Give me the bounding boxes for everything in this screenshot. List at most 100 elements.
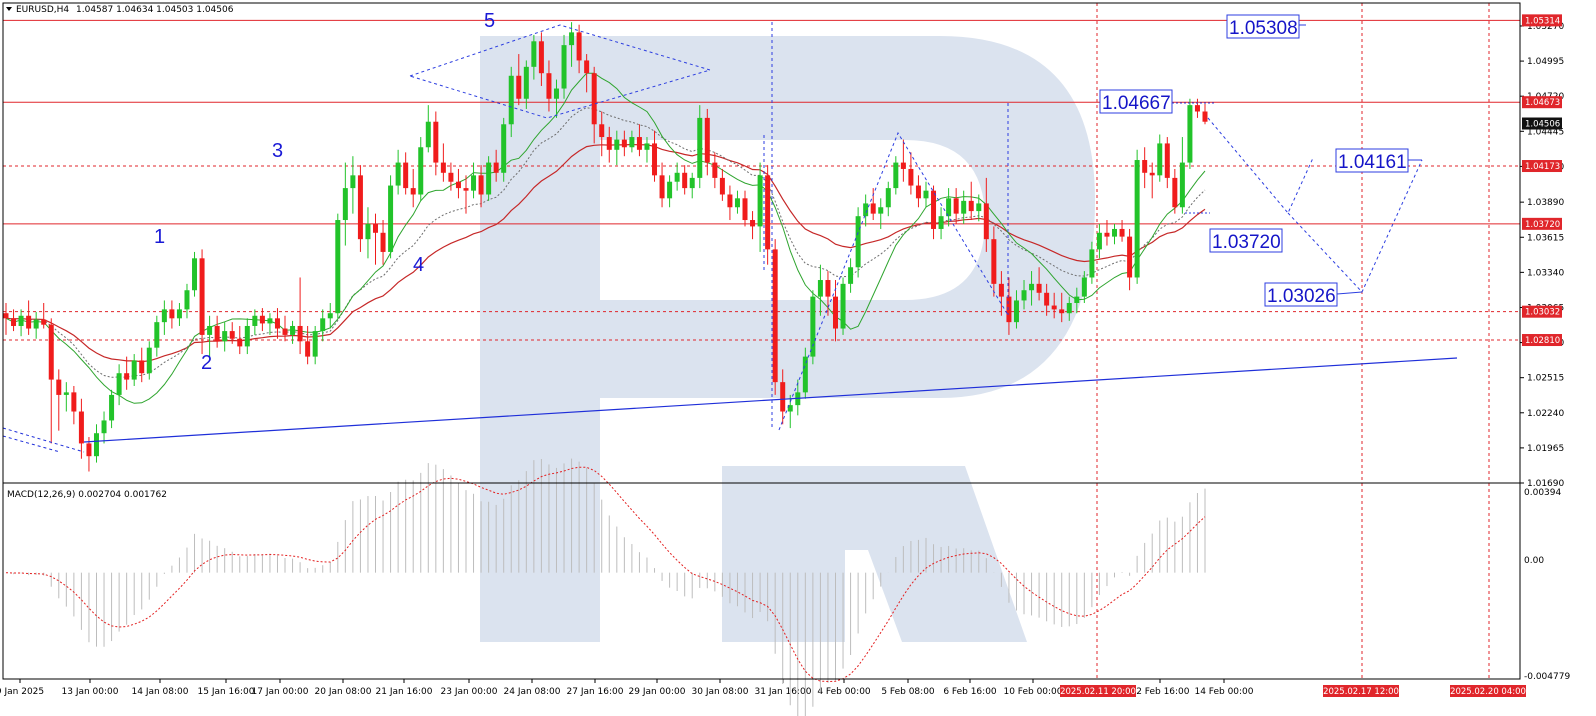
candle-body xyxy=(719,177,725,195)
candle-body xyxy=(697,117,703,178)
candle xyxy=(139,347,145,383)
time-axis-tick-label: 17 Jan 00:00 xyxy=(252,687,309,697)
candle-body xyxy=(1104,232,1110,237)
svg-text:1.04673: 1.04673 xyxy=(1525,98,1560,108)
candle-body xyxy=(11,318,17,326)
candle xyxy=(214,315,220,348)
candle-body xyxy=(508,75,514,125)
candle-body xyxy=(900,162,906,169)
candle-body xyxy=(259,315,265,324)
candle-body xyxy=(184,290,190,310)
wave-label-5: 5 xyxy=(484,10,495,32)
candle xyxy=(1089,241,1095,284)
target-box-1-05308: 1.05308 xyxy=(1226,14,1300,39)
candle-body xyxy=(599,124,605,138)
symbol-dropdown-icon[interactable] xyxy=(6,7,12,11)
candle-body xyxy=(357,175,363,240)
candle xyxy=(817,264,823,316)
candle-body xyxy=(33,319,39,329)
candle xyxy=(961,190,967,224)
candle-body xyxy=(471,175,477,191)
candle-body xyxy=(531,41,537,67)
trend-extension-left xyxy=(2,427,85,453)
time-axis-tick-label: 31 Jan 16:00 xyxy=(755,687,812,697)
candle xyxy=(48,318,54,444)
candle-body xyxy=(56,379,62,395)
candle-body xyxy=(41,319,47,325)
price-axis-tick-label: 1.02515 xyxy=(1527,374,1564,384)
candle-body xyxy=(290,325,296,335)
candle xyxy=(26,300,32,335)
candle xyxy=(86,437,92,472)
candle-body xyxy=(621,139,627,148)
candle-body xyxy=(787,405,793,412)
candle-body xyxy=(652,143,658,176)
time-axis-tick-label: 24 Jan 08:00 xyxy=(504,687,561,697)
candle xyxy=(357,165,363,252)
candle-body xyxy=(689,177,695,189)
candle-body xyxy=(750,220,756,227)
candle xyxy=(983,177,989,252)
candle xyxy=(297,277,303,355)
candle xyxy=(697,105,703,189)
candle-body xyxy=(968,200,974,212)
candle xyxy=(787,394,793,429)
candle xyxy=(855,207,861,278)
time-axis-tick-label: 29 Jan 00:00 xyxy=(629,687,686,697)
price-badge-1-05314: 1.05314 xyxy=(1522,14,1562,27)
candle xyxy=(546,60,552,112)
candle-body xyxy=(998,283,1004,297)
candle xyxy=(953,188,959,224)
candle-body xyxy=(1036,283,1042,293)
candle-body xyxy=(131,360,137,380)
candle-body xyxy=(553,88,559,99)
candle-body xyxy=(229,331,235,339)
candle-body xyxy=(674,172,680,182)
candle-body xyxy=(192,258,198,291)
target-box-1-04161: 1.04161 xyxy=(1335,148,1409,173)
candle-body xyxy=(109,394,115,421)
candle-body xyxy=(825,280,831,297)
candle-body xyxy=(176,309,182,319)
candle xyxy=(463,175,469,214)
candle xyxy=(1179,137,1185,214)
time-axis-tick-label: 23 Jan 00:00 xyxy=(441,687,498,697)
candle xyxy=(1172,168,1178,214)
candle xyxy=(320,309,326,342)
candle xyxy=(161,300,167,335)
svg-text:2025.02.17 12:00: 2025.02.17 12:00 xyxy=(1323,687,1399,697)
candle xyxy=(486,156,492,201)
candle-body xyxy=(410,188,416,195)
forecast-path-1 xyxy=(1207,117,1314,214)
candle xyxy=(252,309,258,335)
candle xyxy=(403,152,409,195)
candle xyxy=(712,152,718,189)
candle xyxy=(938,207,944,240)
candle-body xyxy=(727,194,733,208)
uptrend-line xyxy=(83,357,1458,443)
candle-body xyxy=(282,328,288,335)
candle-body xyxy=(712,162,718,178)
candle xyxy=(848,258,854,293)
candle xyxy=(599,111,605,157)
candle-body xyxy=(802,356,808,393)
candle-body xyxy=(765,175,771,250)
candle-body xyxy=(961,200,967,214)
candle xyxy=(538,32,544,86)
candle-body xyxy=(780,382,786,412)
price-axis-tick-label: 1.03340 xyxy=(1527,268,1564,278)
candle-body xyxy=(433,121,439,163)
candle xyxy=(493,149,499,182)
candle xyxy=(267,313,273,335)
candle-body xyxy=(252,315,258,326)
candle-body xyxy=(569,32,575,46)
candle-body xyxy=(1006,296,1012,323)
candle-body xyxy=(222,331,228,342)
candle-body xyxy=(169,309,175,319)
candle xyxy=(553,79,559,118)
candle xyxy=(667,175,673,208)
candle xyxy=(350,156,356,214)
candle-body xyxy=(101,420,107,434)
candle xyxy=(1134,149,1140,284)
